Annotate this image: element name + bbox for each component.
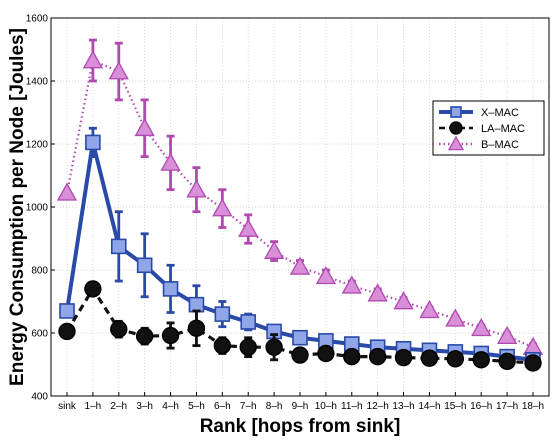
legend-label: X–MAC: [481, 107, 519, 119]
data-point: [212, 198, 233, 217]
x-tick-label: 5–h: [188, 401, 205, 412]
data-point: [524, 354, 542, 372]
series-2: [56, 38, 544, 356]
data-point: [292, 329, 308, 346]
data-point: [85, 134, 101, 151]
data-point: [343, 347, 361, 366]
legend-marker: [449, 121, 463, 135]
legend-marker: [447, 135, 465, 151]
data-point: [264, 240, 285, 259]
data-point: [134, 117, 155, 137]
y-tick-label: 1000: [26, 203, 49, 214]
data-point: [84, 280, 102, 298]
x-tick-label: 14–h: [418, 401, 440, 412]
data-point: [341, 275, 362, 294]
x-tick-label: 9–h: [292, 401, 309, 412]
x-tick-label: 2–h: [110, 401, 127, 412]
data-point: [419, 299, 440, 319]
y-tick-label: 800: [31, 266, 48, 277]
data-point: [472, 351, 490, 369]
data-point: [135, 327, 154, 345]
data-point: [82, 50, 103, 69]
x-tick-label: 16–h: [470, 401, 492, 412]
data-point: [289, 256, 311, 275]
data-point: [59, 303, 75, 319]
plot-frame: [50, 17, 550, 397]
data-point: [214, 306, 231, 322]
series-layer: [56, 38, 544, 372]
y-tick-label: 400: [31, 392, 48, 403]
x-tick-label: 18–h: [522, 401, 544, 412]
data-point: [161, 326, 180, 345]
y-tick-label: 1400: [26, 77, 49, 88]
data-point: [160, 152, 181, 171]
x-tick-label: 11–h: [341, 401, 363, 412]
x-axis-ticks: sink 1–h 2–h 3–h 4–h 5–h 6–h 7–h 8–h 9–h 10–h 11–h 1…: [58, 392, 544, 412]
x-tick-label: 6–h: [214, 401, 231, 412]
data-point: [187, 319, 206, 337]
x-tick-label: 10–h: [315, 401, 337, 412]
data-point: [265, 338, 283, 356]
x-tick-label: 7–h: [240, 401, 257, 412]
data-point: [110, 320, 128, 338]
x-tick-label: 4–h: [162, 401, 179, 412]
series-1: [58, 280, 542, 372]
x-tick-label: 17–h: [496, 401, 518, 412]
data-point: [367, 283, 388, 302]
legend-label: B–MAC: [481, 139, 519, 151]
data-point: [498, 352, 516, 371]
y-axis-ticks: 400 600 800 1000 1200 1400 1600: [26, 14, 55, 403]
data-point: [393, 291, 414, 310]
data-point: [110, 238, 127, 255]
x-tick-label: 3–h: [136, 401, 153, 412]
data-point: [497, 325, 518, 345]
data-point: [188, 296, 205, 313]
data-point: [239, 338, 257, 356]
legend: X–MAC LA–MAC B–MAC: [432, 100, 545, 156]
x-tick-label: sink: [58, 401, 77, 412]
x-tick-label: 13–h: [392, 401, 414, 412]
x-axis-title: Rank [hops from sink]: [200, 416, 401, 437]
data-point: [136, 257, 153, 274]
data-point: [445, 308, 466, 327]
data-point: [446, 350, 465, 368]
data-point: [213, 336, 232, 355]
data-point: [315, 265, 336, 285]
data-point: [162, 281, 179, 297]
data-point: [368, 347, 387, 366]
data-point: [471, 317, 492, 337]
data-point: [108, 61, 129, 80]
data-point: [394, 348, 413, 367]
x-tick-label: 15–h: [444, 401, 466, 412]
data-point: [317, 344, 335, 363]
y-axis-title: Energy Consumption per Node [Joules]: [7, 28, 28, 386]
data-point: [291, 346, 309, 364]
legend-label: LA–MAC: [481, 123, 525, 135]
data-point: [420, 349, 439, 367]
y-tick-label: 1600: [26, 14, 49, 25]
data-point: [56, 182, 78, 201]
x-tick-label: 1–h: [85, 401, 102, 412]
data-point: [58, 322, 76, 341]
data-point: [240, 314, 257, 330]
x-tick-label: 8–h: [266, 401, 283, 412]
data-point: [238, 218, 259, 237]
x-tick-label: 12–h: [367, 401, 389, 412]
y-tick-label: 1200: [26, 140, 49, 151]
y-tick-label: 600: [31, 329, 48, 340]
data-point: [186, 179, 207, 198]
legend-marker: [450, 106, 462, 118]
